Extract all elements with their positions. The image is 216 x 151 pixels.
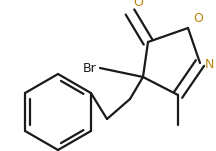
Text: O: O [193, 12, 203, 25]
Text: N: N [205, 58, 214, 72]
Text: O: O [133, 0, 143, 9]
Text: Br: Br [83, 63, 97, 76]
